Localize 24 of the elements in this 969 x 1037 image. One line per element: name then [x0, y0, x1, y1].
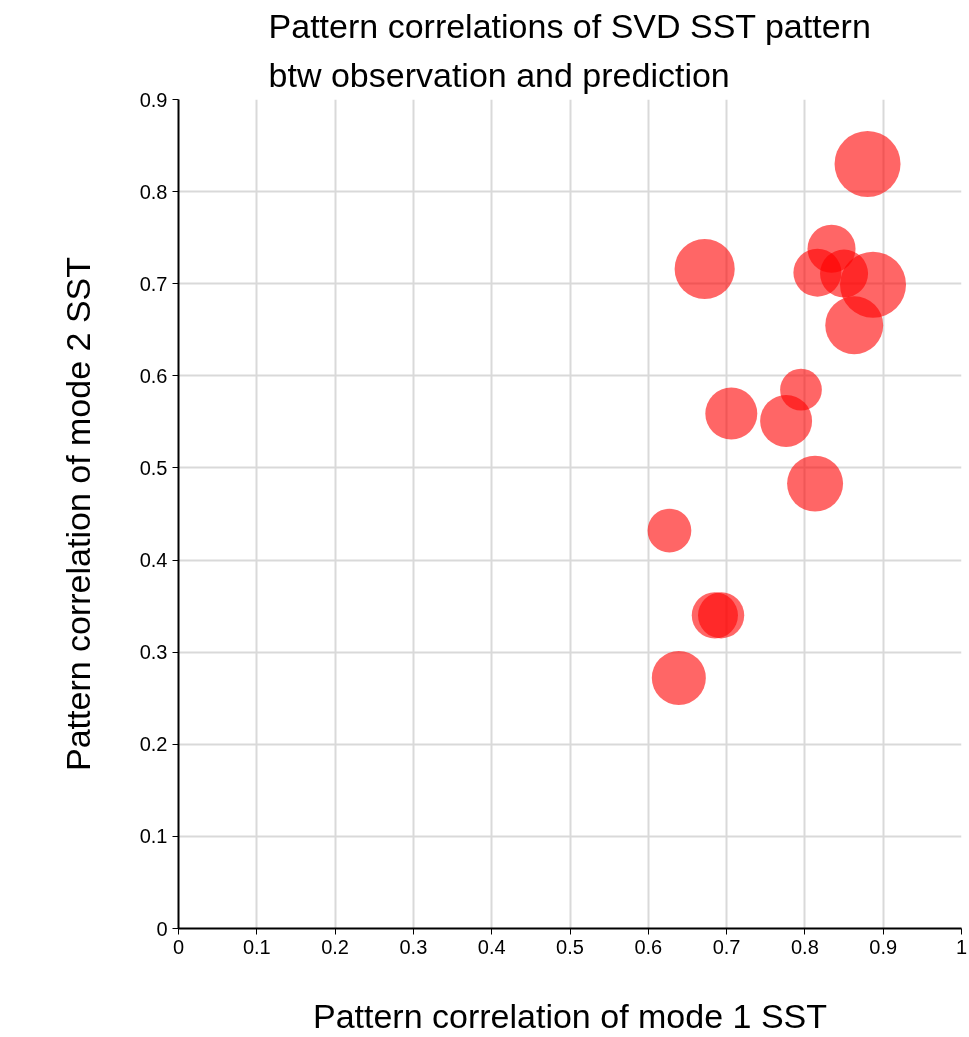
y-tick-label: 0.9	[139, 88, 168, 111]
y-tick-label: 0.3	[139, 641, 168, 664]
y-tick-label: 0	[156, 917, 168, 940]
x-tick-label: 0.5	[556, 935, 584, 958]
chart-title: Pattern correlations of SVD SST pattern btw observation and prediction	[268, 7, 871, 95]
y-tick-label: 0.2	[139, 733, 168, 756]
y-tick-label: 0.5	[139, 456, 168, 479]
x-tick-label: 0.4	[477, 935, 506, 958]
x-tick-label: 1	[955, 935, 968, 958]
x-tick-label: 0.1	[242, 935, 271, 958]
y-tick-label: 0.6	[139, 364, 168, 387]
y-axis-title: Pattern correlation of mode 2 SST	[58, 256, 97, 772]
x-tick-label: 0.9	[869, 935, 898, 958]
x-tick-label: 0.6	[634, 935, 663, 958]
x-tick-label: 0.3	[399, 935, 428, 958]
x-tick-label: 0.7	[712, 935, 741, 958]
y-tick-label: 0.7	[139, 272, 168, 295]
x-tick-label: 0	[172, 935, 185, 958]
x-axis-title: Pattern correlation of mode 1 SST	[312, 996, 828, 1035]
x-tick-label: 0.2	[321, 935, 350, 958]
x-tick-label: 0.8	[791, 935, 819, 958]
y-tick-label: 0.8	[139, 180, 168, 203]
y-tick-label: 0.4	[139, 549, 168, 572]
y-tick-label: 0.1	[139, 825, 168, 848]
